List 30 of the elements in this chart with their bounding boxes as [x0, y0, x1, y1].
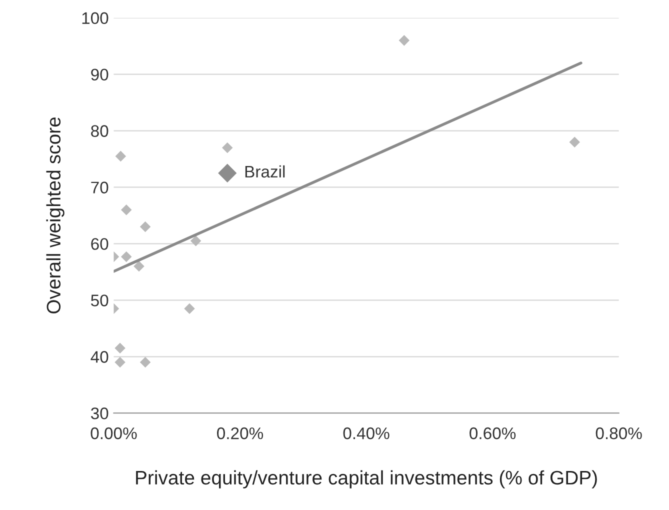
- y-tick-label: 90: [91, 68, 108, 81]
- point: [569, 136, 580, 148]
- y-tick-label: 60: [91, 238, 108, 250]
- point: [114, 356, 126, 368]
- y-tick-label: 30: [90, 408, 108, 420]
- y-tick-label: 70: [91, 182, 108, 194]
- point: [190, 236, 202, 246]
- point: [115, 150, 126, 162]
- x-tick-label: 0.40%: [343, 427, 390, 440]
- x-axis-title: Private equity/venture capital investments (% of GDP): [136, 470, 597, 488]
- point: [134, 260, 144, 272]
- point: [120, 251, 132, 262]
- point: [398, 35, 410, 46]
- y-tick-label: 40: [90, 351, 108, 363]
- point: [140, 356, 151, 368]
- x-tick-label: 0.20%: [217, 427, 264, 440]
- y-tick-label: 80: [91, 125, 108, 137]
- point: [218, 164, 237, 182]
- annotation: Brazil: [245, 165, 285, 178]
- x-tick-label: 0.80%: [596, 427, 642, 440]
- y-axis-title: Overall weighted score: [46, 117, 64, 314]
- point: [140, 221, 151, 232]
- x-tick-label: 0.60%: [470, 427, 516, 440]
- point: [222, 142, 233, 154]
- y-tick-label: 100: [82, 12, 108, 24]
- point: [184, 303, 195, 314]
- x-tick-label: 0.00%: [90, 427, 137, 440]
- point: [114, 342, 126, 354]
- point: [120, 204, 132, 216]
- y-tick-label: 50: [91, 294, 108, 306]
